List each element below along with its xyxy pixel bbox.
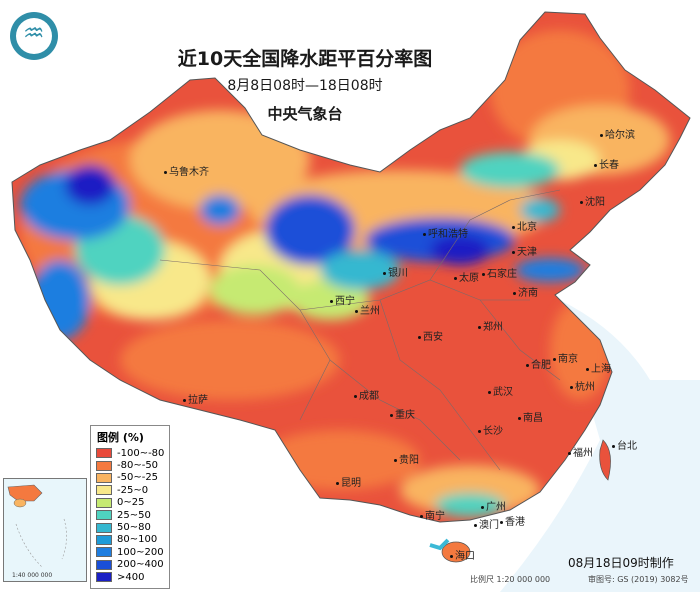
city-label: 武汉	[488, 383, 513, 398]
legend-swatch	[96, 572, 112, 583]
legend-item: 100~200	[91, 546, 169, 558]
legend-label: -50~-25	[117, 472, 159, 484]
legend-swatch	[96, 448, 112, 459]
city-label: 银川	[383, 264, 408, 279]
legend-item: 50~80	[91, 521, 169, 533]
city-label: 呼和浩特	[423, 225, 468, 240]
inset-scale: 1:40 000 000	[12, 572, 53, 579]
city-label: 成都	[354, 387, 379, 402]
legend-label: -25~0	[117, 484, 149, 496]
map-title: 近10天全国降水距平百分率图	[177, 48, 433, 70]
city-label: 重庆	[390, 406, 415, 421]
legend-item: -100~-80	[91, 447, 169, 459]
weather-service-logo: ♒	[10, 12, 58, 60]
legend-swatch	[96, 559, 112, 570]
map-organization: 中央气象台	[267, 105, 343, 123]
city-label: 长沙	[478, 422, 503, 437]
city-label: 合肥	[526, 356, 551, 371]
legend-label: 100~200	[117, 546, 164, 558]
city-label: 兰州	[355, 302, 380, 317]
legend-swatch	[96, 547, 112, 558]
legend-swatch	[96, 472, 112, 483]
legend-label: 50~80	[117, 522, 151, 534]
legend-swatch	[96, 510, 112, 521]
city-label: 济南	[513, 284, 538, 299]
city-label: 石家庄	[482, 265, 517, 280]
city-label: 南京	[553, 350, 578, 365]
legend-swatch	[96, 485, 112, 496]
city-label: 拉萨	[183, 391, 208, 406]
city-label: 昆明	[336, 474, 361, 489]
legend-swatch	[96, 460, 112, 471]
legend-item: 0~25	[91, 497, 169, 509]
city-label: 香港	[500, 513, 525, 528]
legend-item: -25~0	[91, 484, 169, 496]
city-label: 南昌	[518, 409, 543, 424]
city-label: 广州	[481, 498, 506, 513]
legend-item: 200~400	[91, 559, 169, 571]
city-label: 哈尔滨	[600, 126, 635, 141]
city-label: 南宁	[420, 507, 445, 522]
legend-label: >400	[117, 571, 145, 583]
city-label: 海口	[450, 547, 475, 562]
map-legend: 图例 (%) -100~-80 -80~-50 -50~-25 -25~0 0~25 25…	[90, 425, 170, 589]
legend-item: >400	[91, 571, 169, 583]
legend-title: 图例 (%)	[97, 431, 144, 444]
legend-label: 0~25	[117, 497, 145, 509]
legend-swatch	[96, 522, 112, 533]
map-scale: 比例尺 1:20 000 000	[470, 575, 551, 584]
city-label: 澳门	[474, 516, 499, 531]
legend-item: 25~50	[91, 509, 169, 521]
city-label: 西宁	[330, 292, 355, 307]
inset-map	[7, 484, 67, 568]
legend-label: -100~-80	[117, 447, 165, 459]
legend-label: 25~50	[117, 509, 151, 521]
city-label: 北京	[512, 218, 537, 233]
city-label: 贵阳	[394, 451, 419, 466]
city-label: 长春	[594, 156, 619, 171]
legend-label: 200~400	[117, 559, 164, 571]
map-review-number: 审图号: GS (2019) 3082号	[588, 575, 689, 584]
city-label: 天津	[512, 243, 537, 258]
legend-item: -50~-25	[91, 472, 169, 484]
production-time: 08月18日09时制作	[568, 556, 674, 570]
legend-label: 80~100	[117, 534, 158, 546]
city-label: 上海	[586, 360, 611, 375]
city-label: 乌鲁木齐	[164, 163, 209, 178]
city-label: 郑州	[478, 318, 503, 333]
legend-item: -80~-50	[91, 459, 169, 471]
map-period: 8月8日08时—18日08时	[227, 78, 383, 94]
city-label: 西安	[418, 328, 443, 343]
legend-swatch	[96, 534, 112, 545]
city-label: 沈阳	[580, 193, 605, 208]
city-label: 台北	[612, 437, 637, 452]
city-label: 福州	[568, 444, 593, 459]
city-label: 杭州	[570, 378, 595, 393]
legend-item: 80~100	[91, 534, 169, 546]
legend-swatch	[96, 497, 112, 508]
city-label: 太原	[454, 269, 479, 284]
legend-label: -80~-50	[117, 460, 159, 472]
south-china-sea-inset: 1:40 000 000	[3, 478, 87, 582]
